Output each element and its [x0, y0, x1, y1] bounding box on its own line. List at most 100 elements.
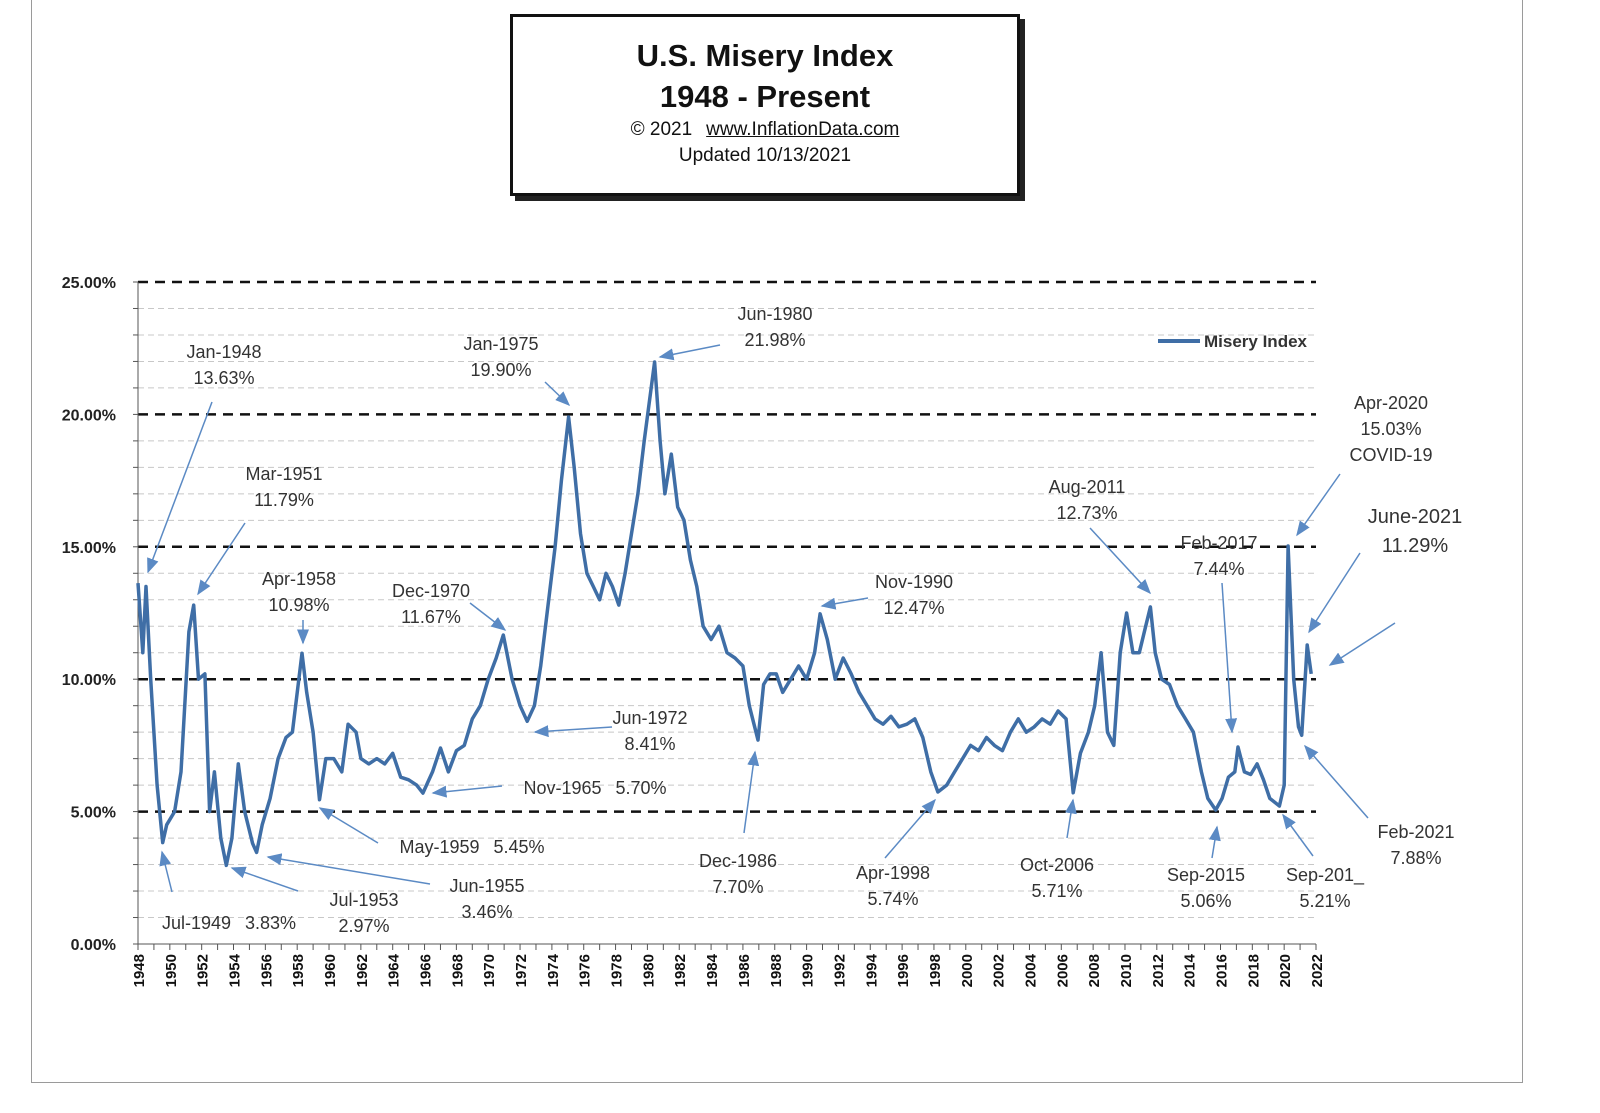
annotation-value: 3.83%	[245, 913, 297, 933]
annotation-date: Feb-2021	[1377, 822, 1455, 842]
annotation-date: Apr-1958	[261, 569, 337, 589]
annotation-label: Dec-1986 7.70%	[699, 848, 777, 900]
annotation-date: Jun-1980	[737, 304, 813, 324]
annotation-label: Jul-1949 3.83%	[162, 910, 296, 936]
annotation-value: 5.74%	[867, 889, 919, 909]
annotation-value: 3.46%	[461, 902, 513, 922]
x-tick-label: 2004	[1022, 953, 1039, 987]
annotation-arrow	[1304, 744, 1369, 819]
annotation-date: Nov-1990	[874, 572, 954, 592]
annotation-arrow	[544, 381, 571, 407]
annotation-date: Sep-2015	[1166, 865, 1246, 885]
x-tick-label: 1984	[704, 953, 721, 987]
x-tick-label: 2020	[1277, 954, 1294, 987]
annotation-arrow	[197, 522, 246, 596]
annotation-arrow	[159, 850, 173, 893]
x-tick-label: 2008	[1086, 954, 1103, 987]
annotation-label: Sep-201_ 5.21%	[1286, 862, 1364, 914]
y-tick-label: 5.00%	[71, 805, 116, 822]
annotation-arrow	[1308, 552, 1361, 634]
annotation-arrow	[743, 750, 760, 834]
annotation-label: Jun-1972 8.41%	[612, 705, 687, 757]
x-tick-label: 2016	[1213, 954, 1230, 987]
annotation-date: Apr-1998	[855, 863, 931, 883]
x-tick-label: 1976	[577, 954, 594, 987]
x-tick-label: 2018	[1245, 954, 1262, 987]
annotation-date: Dec-1986	[698, 851, 778, 871]
annotation-arrow	[1328, 622, 1396, 666]
y-tick-label: 10.00%	[62, 672, 116, 689]
annotation-label: Apr-1998 5.74%	[856, 860, 930, 912]
annotation-label: Nov-1965 5.70%	[523, 775, 666, 801]
annotation-label: Feb-2021 7.88%	[1377, 819, 1454, 871]
y-tick-label: 25.00%	[62, 275, 116, 292]
copyright: © 2021	[630, 119, 693, 140]
annotation-date: May-1959	[399, 837, 480, 857]
annotation-note: COVID-19	[1349, 445, 1433, 465]
y-tick-label: 15.00%	[62, 540, 116, 557]
annotation-label: Apr-2020 15.03% COVID-19	[1349, 390, 1432, 468]
annotation-value: 10.98%	[268, 595, 330, 615]
x-tick-label: 1994	[863, 953, 880, 987]
annotation-date: Aug-2011	[1048, 477, 1126, 497]
x-tick-label: 2002	[991, 954, 1008, 987]
source-link[interactable]: www.InflationData.com	[706, 119, 900, 140]
x-tick-label: 1988	[768, 954, 785, 987]
annotation-value: 12.47%	[883, 598, 945, 618]
x-tick-label: 1996	[895, 954, 912, 987]
annotation-arrow	[266, 853, 431, 885]
chart-subtitle: 1948 - Present	[659, 79, 871, 114]
x-tick-label: 2000	[959, 954, 976, 987]
x-tick-label: 1982	[672, 954, 689, 987]
annotation-date: Apr-2020	[1353, 393, 1429, 413]
x-tick-label: 1952	[195, 954, 212, 987]
annotation-arrow	[318, 807, 379, 844]
chart-title-box: U.S. Misery Index 1948 - Present © 2021 w…	[510, 14, 1020, 196]
annotation-date: Jan-1975	[463, 334, 539, 354]
x-tick-label: 1980	[640, 954, 657, 987]
annotation-label: Oct-2006 5.71%	[1020, 852, 1094, 904]
annotation-arrow	[230, 866, 299, 892]
x-tick-label: 1986	[736, 954, 753, 987]
y-tick-label: 0.00%	[71, 937, 116, 954]
annotation-value: 12.73%	[1056, 503, 1118, 523]
annotation-label: Jan-1948 13.63%	[186, 339, 261, 391]
annotation-label: Jun-1955 3.46%	[449, 873, 524, 925]
annotation-value: 11.29%	[1381, 535, 1449, 557]
legend-label: Misery Index	[1204, 332, 1308, 351]
annotation-value: 11.67%	[401, 607, 461, 627]
x-tick-label: 1972	[513, 954, 530, 987]
x-tick-label: 1992	[831, 954, 848, 987]
annotation-value: 5.21%	[1299, 891, 1351, 911]
x-tick-label: 1990	[800, 954, 817, 987]
annotation-value: 5.06%	[1180, 891, 1232, 911]
x-tick-label: 1960	[322, 954, 339, 987]
x-tick-label: 1948	[131, 954, 148, 987]
annotation-label: Apr-1958 10.98%	[262, 566, 336, 618]
annotation-value: 11.79%	[254, 490, 314, 510]
annotation-label: Jul-1953 2.97%	[329, 887, 398, 939]
x-tick-label: 1970	[481, 954, 498, 987]
annotation-value: 15.03%	[1360, 419, 1422, 439]
annotation-label: Feb-2017 7.44%	[1180, 530, 1257, 582]
annotation-value: 13.63%	[193, 368, 255, 388]
annotation-arrow	[469, 602, 507, 631]
chart-title: U.S. Misery Index	[636, 38, 894, 73]
annotation-value: 2.97%	[338, 916, 390, 936]
annotation-date: Oct-2006	[1019, 855, 1095, 875]
x-tick-label: 1962	[354, 954, 371, 987]
annotation-date: Jul-1949	[161, 913, 231, 933]
annotation-value: 7.70%	[712, 877, 764, 897]
annotation-arrow	[1208, 825, 1221, 859]
annotation-label: June-2021 11.29%	[1368, 503, 1463, 561]
annotation-label: Nov-1990 12.47%	[875, 569, 953, 621]
x-tick-label: 1978	[609, 954, 626, 987]
x-tick-label: 1954	[227, 953, 244, 987]
annotation-date: Jul-1953	[329, 890, 399, 910]
annotation-arrow	[1064, 798, 1077, 839]
x-tick-label: 1950	[163, 954, 180, 987]
y-tick-label: 20.00%	[62, 407, 116, 424]
annotation-value: 19.90%	[470, 360, 532, 380]
annotation-label: Dec-1970 11.67%	[392, 578, 470, 630]
x-tick-label: 1958	[290, 954, 307, 987]
